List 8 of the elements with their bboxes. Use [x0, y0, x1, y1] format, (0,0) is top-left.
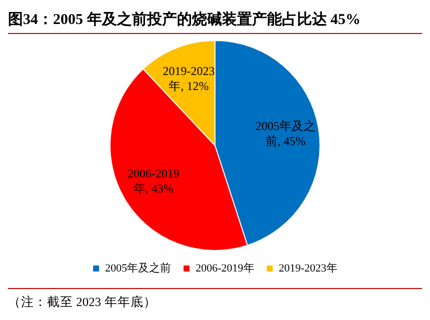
legend-label: 2005年及之前 — [105, 261, 172, 274]
legend-label: 2019-2023年 — [278, 262, 338, 274]
data-label: 2006-2019年, 43% — [128, 166, 180, 196]
data-label: 2005年及之前, 45% — [256, 118, 316, 148]
data-label: 2019-2023年, 12% — [162, 64, 215, 93]
legend-label: 2006-2019年 — [196, 262, 254, 274]
text: （注：截至 2023 年年底） — [8, 288, 422, 311]
chart-title: 图34：2005 年及之前投产的烧碱装置产能占比达 45% — [8, 10, 422, 34]
